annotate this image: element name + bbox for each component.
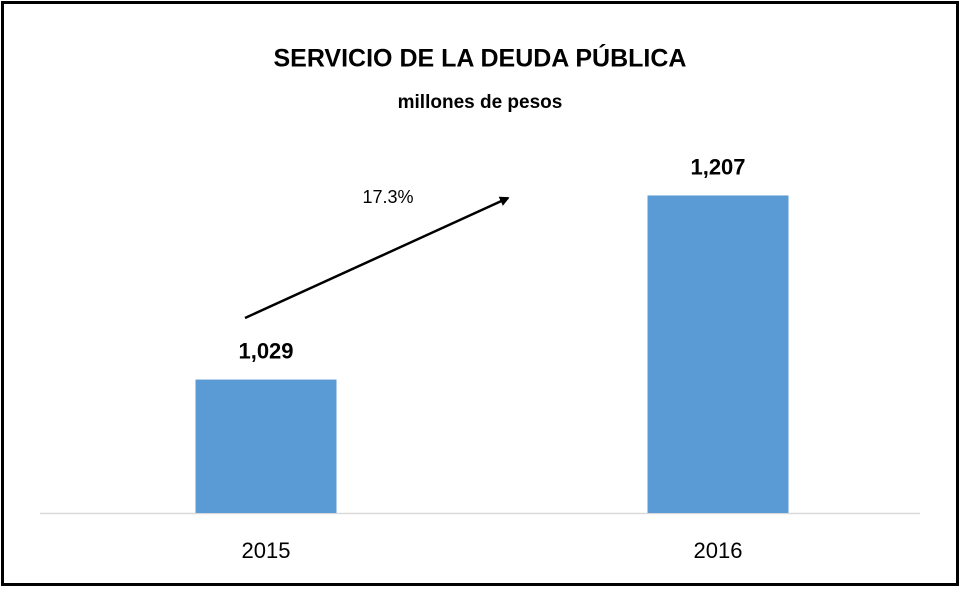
value-label: 1,207 [690, 154, 745, 179]
annotation: 17.3% [362, 187, 413, 207]
x-tick-label: 2016 [694, 538, 743, 563]
bar [647, 195, 789, 513]
x-tick-label: 2015 [242, 538, 291, 563]
chart-subtitle: millones de pesos [398, 92, 563, 113]
chart-title: SERVICIO DE LA DEUDA PÚBLICA [273, 43, 686, 73]
value-label: 1,029 [238, 338, 293, 363]
bar [195, 379, 337, 513]
growth-arrow [244, 196, 510, 320]
